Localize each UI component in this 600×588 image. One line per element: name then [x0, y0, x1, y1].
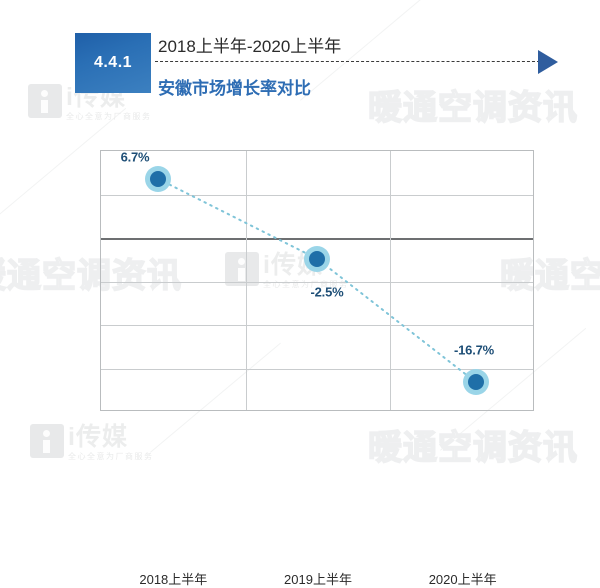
gridline-vertical — [390, 151, 392, 410]
data-point-marker-core — [309, 250, 325, 267]
arrow-right-icon — [538, 50, 558, 74]
gridline-horizontal — [101, 368, 533, 370]
data-point-label: -2.5% — [310, 284, 344, 300]
x-axis-tick-label: 2020上半年 — [428, 572, 497, 587]
x-axis-tick-label: 2018上半年 — [139, 572, 208, 587]
gridline-zero-axis — [101, 238, 533, 240]
gridline-horizontal — [101, 325, 533, 326]
gridline-horizontal — [101, 281, 533, 283]
data-point-marker-core — [150, 170, 166, 187]
section-number-badge: 4.4.1 — [75, 33, 151, 93]
section-header: 4.4.1 2018上半年-2020上半年 安徽市场增长率对比 — [0, 0, 600, 130]
data-point-label: -16.7% — [454, 342, 494, 358]
page-title: 2018上半年-2020上半年 — [158, 37, 342, 56]
section-number-label: 4.4.1 — [93, 54, 133, 71]
x-axis-tick-label: 2019上半年 — [284, 572, 352, 587]
header-divider — [155, 61, 540, 62]
data-point-marker-core — [468, 374, 484, 391]
page-subtitle: 安徽市场增长率对比 — [158, 79, 311, 98]
gridline-horizontal — [101, 194, 533, 196]
data-point-label: 6.7% — [120, 149, 150, 165]
